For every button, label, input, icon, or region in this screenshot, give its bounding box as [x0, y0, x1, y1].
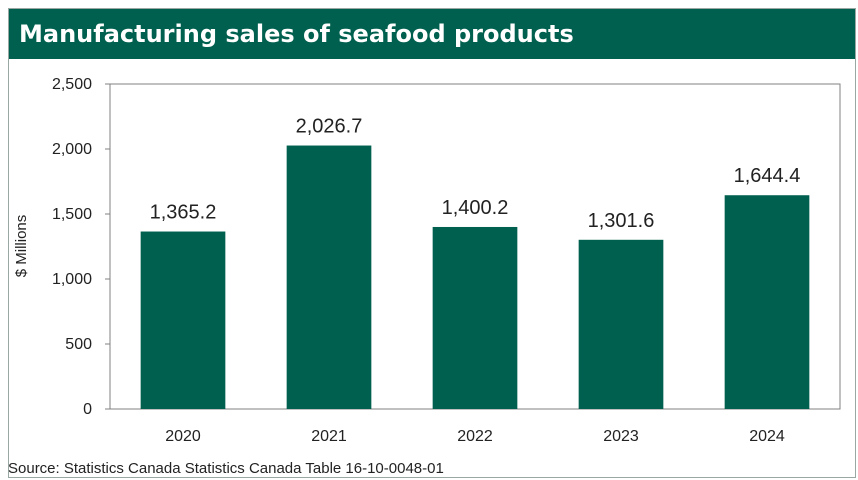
y-tick-label: 500 — [65, 336, 92, 353]
data-label-2023: 1,301.6 — [588, 210, 655, 232]
bar-2021 — [286, 145, 372, 410]
data-label-2020: 1,365.2 — [150, 202, 217, 224]
x-tick-label: 2021 — [311, 428, 347, 445]
x-tick-label: 2022 — [457, 428, 493, 445]
x-tick-label: 2023 — [603, 428, 639, 445]
x-axis-ticks: 2020 2021 2022 2023 2024 — [165, 428, 785, 445]
bar-2023 — [578, 239, 664, 409]
bar-2020 — [140, 231, 226, 409]
bars-group: 1,365.2 2,026.7 1,400.2 1,301.6 1,644.4 — [140, 116, 810, 410]
y-axis-ticks: 0 500 1,000 1,500 2,000 2,500 — [52, 76, 110, 418]
y-tick-label: 1,000 — [52, 271, 92, 288]
source-note: Source: Statistics Canada Statistics Can… — [8, 460, 444, 477]
data-label-2022: 1,400.2 — [442, 197, 509, 219]
y-tick-label: 0 — [83, 401, 92, 418]
x-tick-label: 2020 — [165, 428, 201, 445]
data-label-2024: 1,644.4 — [734, 165, 801, 187]
y-tick-label: 2,000 — [52, 141, 92, 158]
y-tick-label: 1,500 — [52, 206, 92, 223]
y-tick-label: 2,500 — [52, 76, 92, 93]
y-axis-label: $ Millions — [13, 215, 30, 278]
x-tick-label: 2024 — [749, 428, 785, 445]
bar-2022 — [432, 226, 518, 409]
chart-title: Manufacturing sales of seafood products — [9, 9, 855, 59]
bar-2024 — [724, 195, 810, 409]
data-label-2021: 2,026.7 — [296, 116, 363, 138]
